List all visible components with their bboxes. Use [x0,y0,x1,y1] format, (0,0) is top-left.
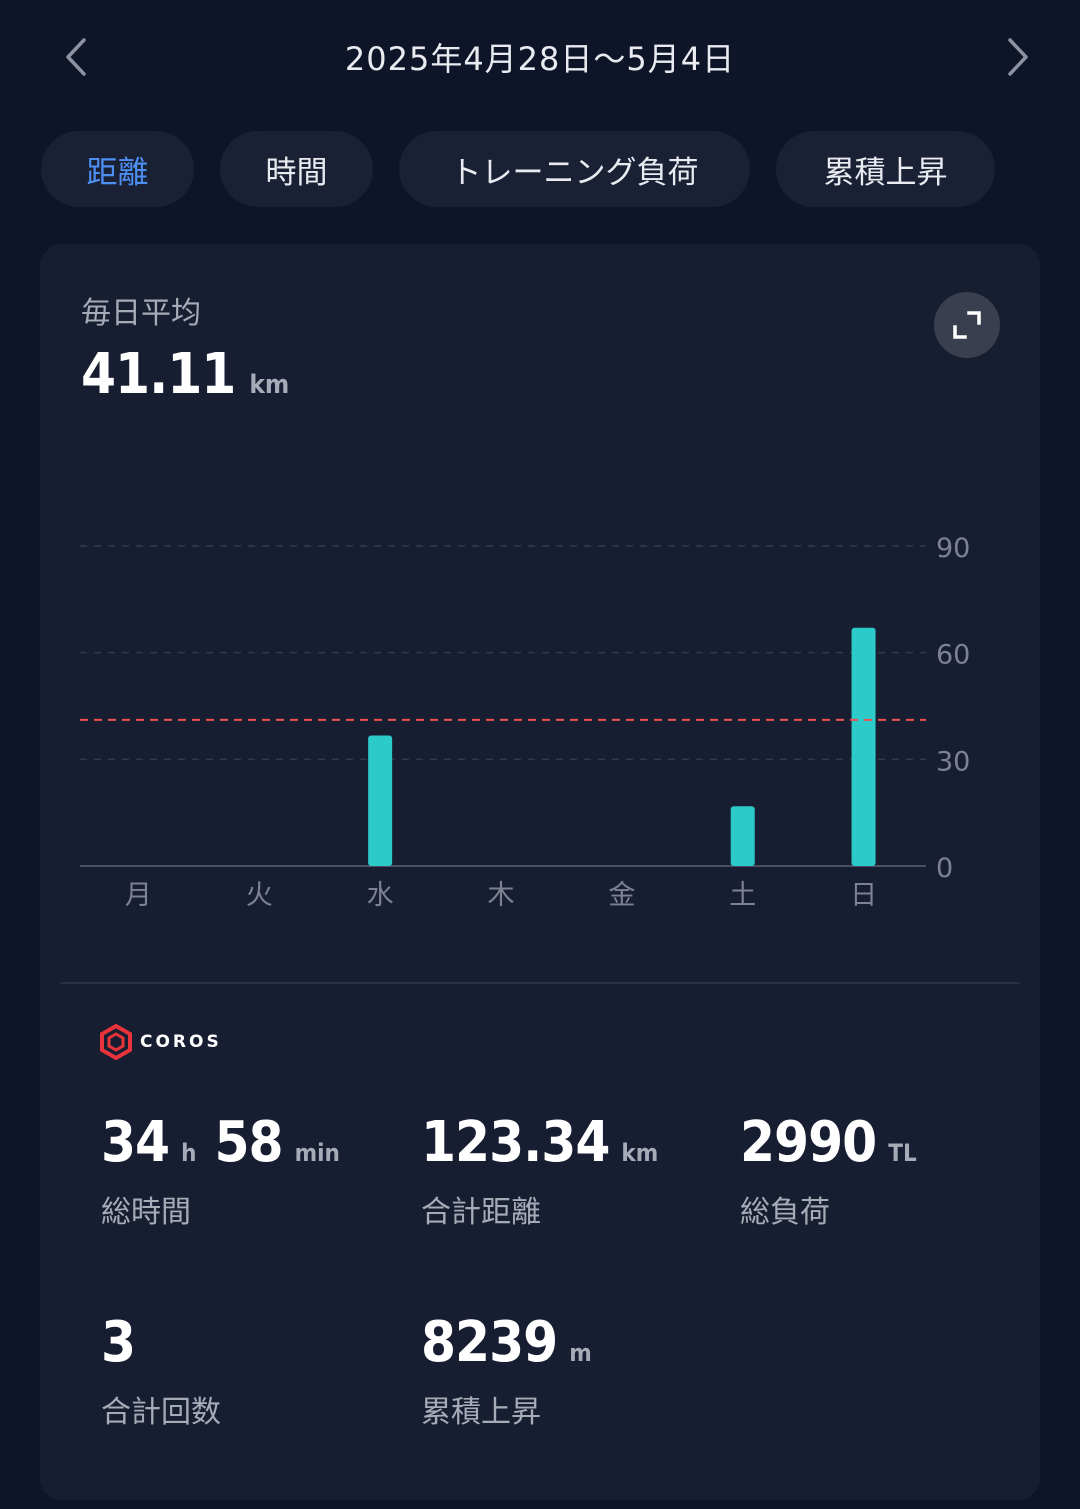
daily-average-value: 41.11 km [81,342,289,407]
bars [368,627,876,866]
x-tick-label: 金 [608,880,635,911]
y-ticks: 0 30 60 90 [936,533,970,884]
total-distance-unit: km [621,1139,659,1167]
x-ticks: 月火水木金土日 [125,880,877,911]
x-tick-label: 月 [125,880,152,911]
date-range-title: 2025年4月28日～5月4日 [344,40,736,78]
tab-distance[interactable]: 距離 [41,131,194,207]
elevation-gain-unit: m [569,1339,592,1367]
bar[interactable] [730,806,755,866]
daily-average-number: 41.11 [81,342,236,407]
y-tick-label: 90 [936,533,970,564]
stat-elevation-gain: 8239 m 累積上昇 [421,1310,610,1431]
grid-lines [80,545,926,867]
y-tick-label: 60 [936,640,970,671]
metric-tabs: 距離 時間 トレーニング負荷 累積上昇 [0,131,1080,207]
coros-logo-text: COROS [140,1032,222,1052]
expand-button[interactable] [934,292,1000,358]
divider [60,982,1020,984]
tab-time[interactable]: 時間 [220,131,373,207]
total-load-label: 総負荷 [740,1195,830,1230]
total-load-value: 2990 [740,1110,877,1175]
x-tick-label: 水 [367,880,394,911]
bar[interactable] [368,735,393,866]
coros-logo-icon [100,1024,132,1060]
total-count-label: 合計回数 [101,1395,221,1430]
y-tick-label: 30 [936,746,970,777]
chevron-right-icon[interactable] [992,30,1042,84]
total-time-minutes: 58 [214,1110,283,1175]
total-time-hours-unit: h [181,1139,197,1167]
expand-icon [953,311,981,339]
stat-total-distance: 123.34 km 合計距離 [421,1110,676,1231]
y-tick-label: 0 [936,853,953,884]
header: 2025年4月28日～5月4日 [0,0,1080,112]
x-tick-label: 火 [246,880,273,911]
total-distance-value: 123.34 [421,1110,610,1175]
elevation-gain-value: 8239 [421,1310,558,1375]
tab-training-load[interactable]: トレーニング負荷 [399,131,750,207]
x-tick-label: 木 [488,880,515,911]
bar[interactable] [851,627,876,866]
total-distance-label: 合計距離 [421,1195,541,1230]
daily-average-label: 毎日平均 [81,296,201,331]
stats-card: 毎日平均 41.11 km 0 30 60 90 月 火 水 木 金 土 日 COROS 34 h… [40,244,1040,1500]
daily-average-unit: km [249,370,290,400]
total-time-hours: 34 [101,1110,170,1175]
stat-total-time: 34 h 58 min 総時間 [101,1110,358,1231]
chevron-left-icon[interactable] [52,30,102,84]
x-tick-label: 土 [729,880,756,911]
coros-logo: COROS [98,1024,222,1060]
stat-total-load: 2990 TL 総負荷 [740,1110,935,1231]
stat-total-count: 3 合計回数 [101,1310,221,1431]
tab-elevation-gain[interactable]: 累積上昇 [776,131,995,207]
elevation-gain-label: 累積上昇 [421,1395,541,1430]
total-count-value: 3 [101,1310,136,1375]
x-tick-label: 日 [850,880,877,911]
daily-distance-chart: 0 30 60 90 月 火 水 木 金 土 日 [80,533,970,911]
total-time-label: 総時間 [101,1195,191,1230]
total-load-unit: TL [888,1139,917,1167]
total-time-minutes-unit: min [294,1139,340,1167]
